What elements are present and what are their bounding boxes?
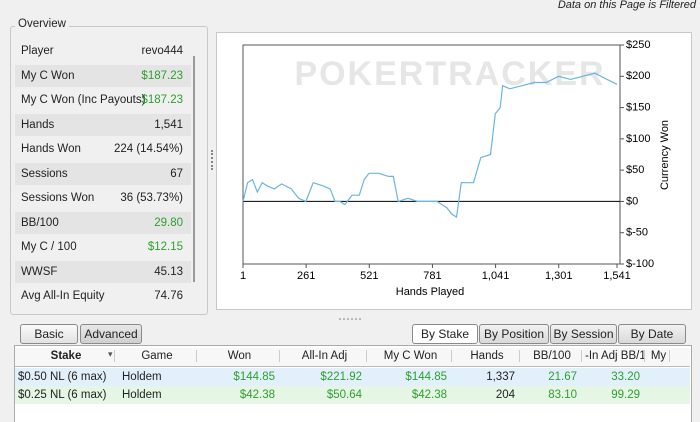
overview-label: Hands Won xyxy=(21,143,81,155)
overview-row: WWSF 45.13 xyxy=(15,260,191,283)
tab-button[interactable]: By Position xyxy=(479,324,549,344)
overview-label: Player xyxy=(21,45,54,57)
overview-value: revo444 xyxy=(141,45,183,57)
table-cell: 99.29 xyxy=(611,389,640,401)
overview-value: 67 xyxy=(170,167,183,180)
overview-value: 45.13 xyxy=(154,265,183,278)
y-tick-label: $250 xyxy=(626,39,650,51)
overview-value: $12.15 xyxy=(147,241,183,253)
overview-value: 1,541 xyxy=(154,118,183,131)
watermark: POKERTRACKER xyxy=(294,55,605,93)
overview-row: Sessions 67 xyxy=(15,162,191,185)
x-tick-label: 1 xyxy=(240,270,246,282)
overview-row: My C Won $187.23 xyxy=(15,64,191,87)
tab-button[interactable]: By Stake xyxy=(412,324,478,344)
x-tick-label: 261 xyxy=(297,270,315,282)
overview-label: My C / 100 xyxy=(21,241,77,253)
column-header[interactable]: Hands xyxy=(455,350,520,362)
overview-list: Player revo444 My C Won $187.23 My C Won (In… xyxy=(15,40,191,310)
overview-group xyxy=(10,26,208,315)
overview-value: 36 (53.73%) xyxy=(120,192,183,204)
overview-label: My C Won xyxy=(21,69,75,82)
column-header[interactable]: My C Won xyxy=(370,350,452,362)
y-tick-label: $-50 xyxy=(626,227,648,239)
table-cell: $144.85 xyxy=(233,371,275,383)
overview-row: Hands Won 224 (14.54%) xyxy=(15,138,191,160)
column-header[interactable]: My xyxy=(648,350,670,362)
y-axis-label: Currency Won xyxy=(659,120,671,190)
table-cell: $42.38 xyxy=(239,389,275,401)
table-cell: $0.25 NL (6 max) xyxy=(18,389,107,401)
plot-frame xyxy=(242,44,621,265)
table-cell: 83.10 xyxy=(548,389,577,401)
column-header[interactable]: Won xyxy=(200,350,280,362)
column-header[interactable]: -In Adj BB/1 xyxy=(585,350,645,362)
overview-row: Avg All-In Equity 74.76 xyxy=(15,285,191,307)
y-tick-label: $200 xyxy=(626,70,650,82)
splitter[interactable] xyxy=(211,150,215,170)
overview-label: WWSF xyxy=(21,265,58,278)
y-tick-label: $50 xyxy=(626,164,644,176)
overview-value: 224 (14.54%) xyxy=(113,143,183,155)
x-tick-label: 521 xyxy=(360,270,378,282)
table-cell: 1,337 xyxy=(486,371,515,383)
column-header[interactable]: Game xyxy=(118,350,197,362)
table-cell: $50.64 xyxy=(326,389,362,401)
overview-row: My C / 100 $12.15 xyxy=(15,236,191,258)
table-cell: $144.85 xyxy=(405,371,447,383)
overview-value: $187.23 xyxy=(141,94,183,106)
table-row[interactable] xyxy=(15,386,690,404)
overview-row: My C Won (Inc Payouts) $187.23 xyxy=(15,89,191,111)
overview-value: 29.80 xyxy=(154,216,183,229)
y-tick-label: $0 xyxy=(626,195,638,207)
x-tick-label: 781 xyxy=(423,270,441,282)
x-tick-label: 1,041 xyxy=(482,270,510,282)
table-cell: $221.92 xyxy=(320,371,362,383)
sort-arrow: ▾ xyxy=(108,349,113,359)
table-cell: 33.20 xyxy=(611,371,640,383)
table-cell: 21.67 xyxy=(548,371,577,383)
column-header[interactable]: BB/100 xyxy=(523,350,582,362)
overview-title: Overview xyxy=(15,18,69,30)
overview-row: Sessions Won 36 (53.73%) xyxy=(15,187,191,209)
y-tick-label: $-100 xyxy=(626,258,654,270)
y-tick-label: $100 xyxy=(626,133,650,145)
scrollbar xyxy=(193,56,195,282)
column-header[interactable]: Stake xyxy=(18,350,115,362)
x-tick-label: 1,301 xyxy=(545,270,573,282)
column-header[interactable]: All-In Adj xyxy=(283,350,367,362)
view-button[interactable]: Basic xyxy=(20,324,78,344)
overview-row: Hands 1,541 xyxy=(15,113,191,136)
overview-row: BB/100 29.80 xyxy=(15,211,191,234)
overview-row: Player revo444 xyxy=(15,40,191,62)
tab-button[interactable]: By Session xyxy=(550,324,617,344)
filter-notice: Data on this Page is Filtered xyxy=(557,0,696,11)
tab-button[interactable]: By Date xyxy=(618,324,686,344)
table-cell: 204 xyxy=(495,389,515,401)
profit-line xyxy=(242,72,618,219)
view-button[interactable]: Advanced xyxy=(80,324,142,344)
overview-value: 74.76 xyxy=(154,290,183,302)
table-row[interactable] xyxy=(15,368,690,386)
x-axis-label: Hands Played xyxy=(396,286,465,298)
table-cell: Holdem xyxy=(122,389,162,401)
overview-label: My C Won (Inc Payouts) xyxy=(21,94,146,106)
x-tick-label: 1,541 xyxy=(603,270,631,282)
overview-label: Sessions xyxy=(21,167,68,180)
y-tick-label: $150 xyxy=(626,101,650,113)
table-cell: $0.50 NL (6 max) xyxy=(18,371,107,383)
overview-label: Avg All-In Equity xyxy=(21,290,105,302)
overview-label: Hands xyxy=(21,118,55,131)
table-header xyxy=(15,348,690,367)
table-cell: $42.38 xyxy=(411,389,447,401)
table-cell: Holdem xyxy=(122,371,162,383)
overview-label: Sessions Won xyxy=(21,192,95,204)
overview-label: BB/100 xyxy=(21,216,59,229)
overview-value: $187.23 xyxy=(141,69,183,82)
